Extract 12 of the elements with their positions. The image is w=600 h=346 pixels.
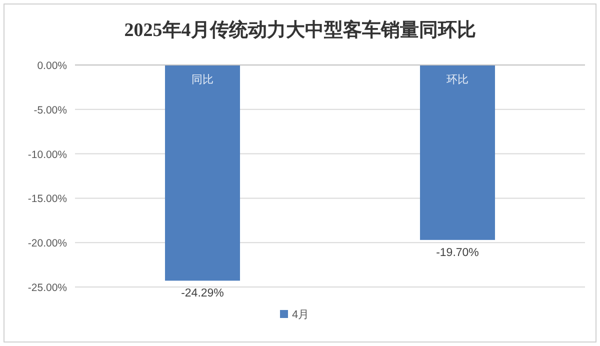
x-tick-label: 环比 — [446, 73, 468, 86]
y-tick-label: -20.00% — [28, 238, 67, 250]
x-tick-label: 同比 — [192, 73, 214, 86]
legend-label: 4月 — [292, 309, 310, 321]
y-tick-label: -15.00% — [28, 193, 67, 206]
y-tick-label: -10.00% — [28, 148, 67, 161]
data-label: -24.29% — [181, 288, 224, 300]
data-label: -19.70% — [436, 246, 479, 259]
chart-title: 2025年4月传统动力大中型客车销量同环比 — [124, 19, 476, 41]
y-tick-label: 0.00% — [37, 60, 67, 72]
y-tick-label: -5.00% — [34, 104, 67, 116]
y-tick-label: -25.00% — [28, 282, 67, 294]
